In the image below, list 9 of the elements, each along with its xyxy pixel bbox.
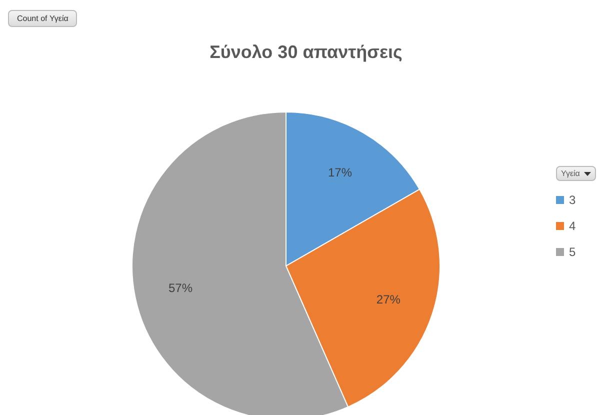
legend-label: 5 <box>569 245 576 259</box>
chart-title: Σύνολο 30 απαντήσεις <box>208 42 404 63</box>
data-label: 57% <box>168 281 193 296</box>
legend-label: 3 <box>569 193 576 207</box>
data-label: 17% <box>328 166 352 180</box>
text: Count of Υγεία <box>8 10 78 27</box>
legend-title: Υγεία <box>561 169 580 178</box>
data-label: 27% <box>376 292 401 307</box>
legend-label: 4 <box>569 219 576 233</box>
